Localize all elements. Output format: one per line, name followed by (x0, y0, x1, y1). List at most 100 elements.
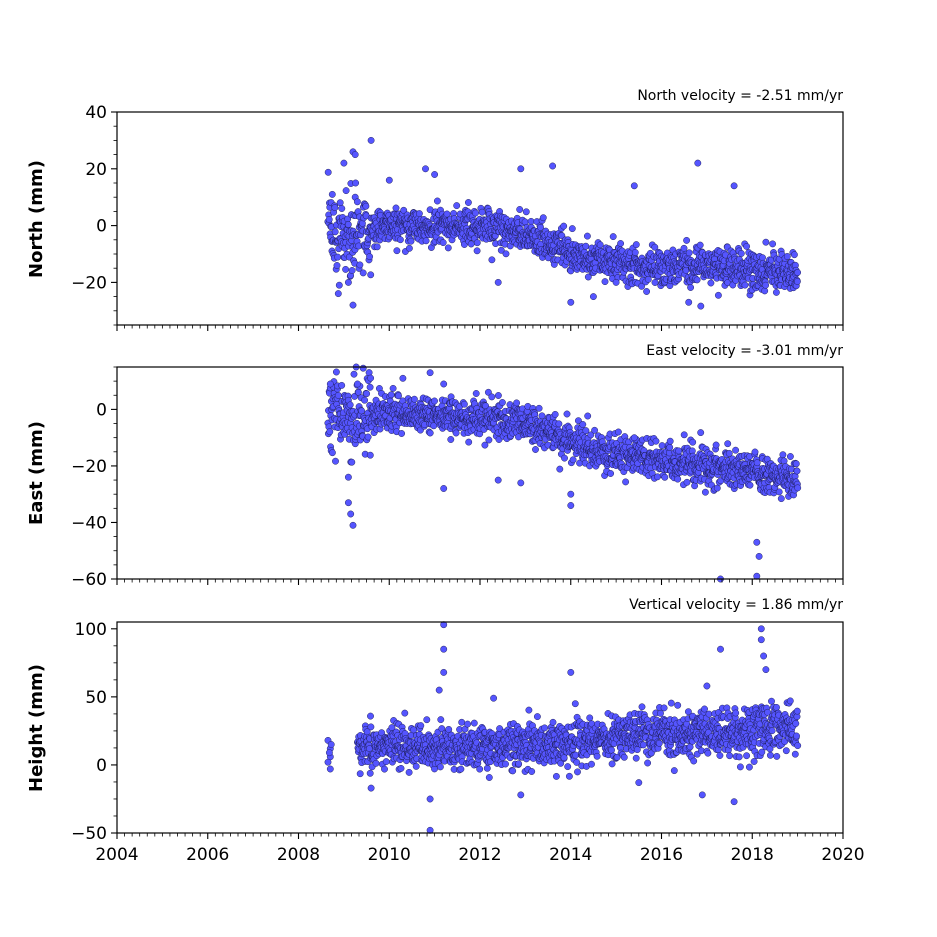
data-point (658, 442, 666, 450)
x-tick-label: 2012 (458, 845, 501, 865)
data-point (790, 251, 798, 259)
x-tick-label: 2014 (549, 845, 592, 865)
data-point (517, 479, 525, 487)
data-point (574, 768, 581, 776)
data-point (743, 752, 751, 760)
data-point (344, 499, 352, 507)
data-point (675, 447, 683, 455)
data-point (701, 705, 708, 713)
data-point (338, 381, 346, 389)
data-point (497, 246, 505, 254)
data-point (574, 417, 582, 425)
data-point (398, 430, 406, 437)
data-point (349, 301, 357, 309)
data-point (366, 383, 374, 391)
data-point (674, 475, 682, 483)
data-point (567, 298, 575, 306)
data-point (465, 438, 473, 446)
data-point (768, 697, 775, 705)
data-point (589, 293, 597, 301)
y-tick-label: 0 (96, 756, 107, 776)
data-point (509, 767, 517, 775)
data-point (528, 768, 536, 775)
data-point (356, 770, 364, 778)
data-point (736, 763, 744, 771)
data-point (410, 395, 418, 403)
data-point (513, 399, 521, 407)
data-point (556, 465, 564, 473)
data-point (440, 485, 448, 492)
data-point (724, 440, 732, 448)
data-point (344, 278, 352, 286)
data-point (541, 724, 549, 732)
data-point (516, 206, 524, 213)
data-point (730, 182, 738, 190)
data-point (793, 707, 801, 715)
data-point (762, 666, 770, 674)
y-tick-label: 40 (85, 103, 107, 123)
data-point (567, 490, 575, 498)
data-point (494, 278, 502, 286)
data-point (680, 244, 688, 252)
data-point (793, 278, 801, 285)
data-point (364, 433, 372, 441)
data-point (367, 712, 374, 720)
data-point (460, 400, 468, 408)
y-tick-label: 0 (96, 400, 107, 420)
data-point (464, 720, 472, 728)
data-point (342, 187, 350, 195)
y-tick-label: −60 (71, 570, 107, 590)
data-point (745, 763, 753, 771)
data-point (485, 774, 493, 781)
data-point (326, 765, 334, 773)
data-point (331, 228, 339, 236)
data-point (757, 636, 765, 644)
data-point (381, 765, 388, 773)
data-point (362, 202, 370, 210)
data-point (366, 451, 374, 459)
data-point (552, 772, 560, 780)
data-point (703, 682, 711, 690)
east-ylabel: East (mm) (26, 421, 47, 525)
data-point (737, 250, 745, 257)
y-tick-label: 100 (75, 620, 107, 640)
data-point (354, 380, 361, 388)
data-point (324, 168, 332, 176)
y-tick-label: 20 (85, 160, 107, 180)
data-point (436, 763, 444, 771)
data-point (347, 510, 355, 518)
data-point (694, 159, 702, 167)
data-point (470, 719, 478, 727)
height-ylabel: Height (mm) (26, 664, 47, 792)
data-point (397, 764, 405, 772)
data-point (444, 244, 452, 252)
data-point (440, 668, 448, 676)
data-point (563, 410, 571, 418)
data-point (660, 704, 668, 712)
data-point (452, 429, 460, 437)
data-point (631, 249, 639, 256)
data-point (587, 431, 595, 439)
data-point (439, 239, 447, 247)
data-point (407, 237, 415, 245)
data-point (751, 448, 759, 456)
data-point (367, 136, 375, 144)
data-point (502, 760, 509, 768)
data-point (476, 765, 484, 773)
x-tick-label: 2020 (821, 845, 864, 865)
data-point (635, 779, 643, 787)
data-point (445, 725, 453, 733)
data-point (766, 751, 774, 759)
data-point (794, 742, 802, 750)
data-point (324, 758, 332, 766)
data-point (779, 451, 787, 459)
data-point (730, 798, 738, 806)
data-point (481, 441, 489, 449)
data-point (490, 694, 498, 702)
data-point (792, 460, 800, 468)
data-point (630, 182, 638, 190)
data-point (666, 443, 674, 451)
data-point (395, 392, 402, 400)
data-point (382, 758, 390, 766)
